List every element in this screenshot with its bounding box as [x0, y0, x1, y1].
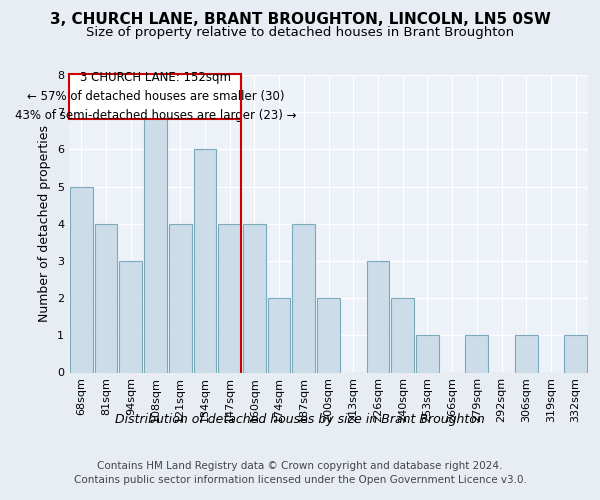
Text: Size of property relative to detached houses in Brant Broughton: Size of property relative to detached ho… [86, 26, 514, 39]
Text: Distribution of detached houses by size in Brant Broughton: Distribution of detached houses by size … [115, 412, 485, 426]
Bar [119, 261, 142, 372]
Bar [416, 336, 439, 372]
Bar [564, 336, 587, 372]
Bar [292, 224, 315, 372]
Bar [70, 186, 93, 372]
Bar [317, 298, 340, 372]
Bar [218, 224, 241, 372]
Text: Contains HM Land Registry data © Crown copyright and database right 2024.
Contai: Contains HM Land Registry data © Crown c… [74, 461, 526, 485]
Bar [169, 224, 191, 372]
Bar [70, 74, 241, 119]
Y-axis label: Number of detached properties: Number of detached properties [38, 125, 52, 322]
Bar [391, 298, 414, 372]
Bar [243, 224, 266, 372]
Bar [367, 261, 389, 372]
Bar [144, 112, 167, 372]
Bar [194, 150, 216, 372]
Bar [268, 298, 290, 372]
Text: 3, CHURCH LANE, BRANT BROUGHTON, LINCOLN, LN5 0SW: 3, CHURCH LANE, BRANT BROUGHTON, LINCOLN… [50, 12, 550, 28]
Bar [95, 224, 118, 372]
Text: 3 CHURCH LANE: 152sqm
← 57% of detached houses are smaller (30)
43% of semi-deta: 3 CHURCH LANE: 152sqm ← 57% of detached … [14, 71, 296, 122]
Bar [466, 336, 488, 372]
Bar [515, 336, 538, 372]
